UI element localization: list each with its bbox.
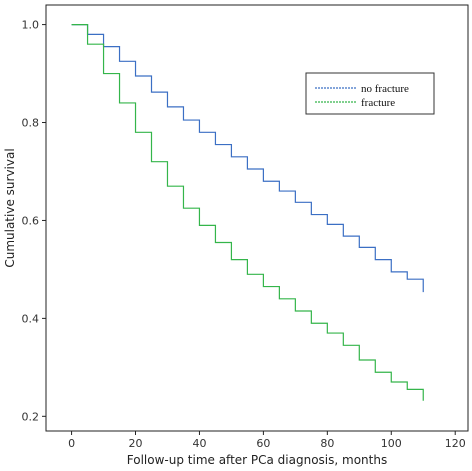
x-tick-label: 40 — [192, 437, 206, 450]
y-tick-label: 0.4 — [22, 312, 40, 325]
legend-label-no-fracture: no fracture — [361, 83, 409, 95]
x-tick-label: 60 — [256, 437, 270, 450]
x-tick-label: 20 — [129, 437, 143, 450]
y-tick-label: 0.2 — [22, 410, 40, 423]
x-tick-label: 0 — [68, 437, 75, 450]
series-layer — [71, 23, 424, 401]
legend-box — [305, 72, 435, 115]
x-tick-label: 120 — [445, 437, 466, 450]
y-tick-label: 1.0 — [22, 19, 40, 32]
legend: no fracture fracture — [305, 72, 435, 115]
x-axis-title: Follow-up time after PCa diagnosis, mont… — [127, 453, 387, 467]
y-tick-label: 0.6 — [22, 214, 40, 227]
plot-frame — [45, 4, 469, 432]
y-tick-label: 0.8 — [22, 117, 40, 130]
x-tick-label: 100 — [381, 437, 402, 450]
ticks-layer: 0 20 40 60 80 100 120 0.2 0.4 0.6 0.8 1.0 — [22, 19, 466, 450]
legend-label-fracture: fracture — [361, 97, 395, 109]
series-line-fracture — [71, 23, 424, 401]
x-tick-label: 80 — [320, 437, 334, 450]
y-axis-title: Cumulative survival — [3, 148, 17, 267]
series-line-no-fracture — [71, 23, 424, 293]
